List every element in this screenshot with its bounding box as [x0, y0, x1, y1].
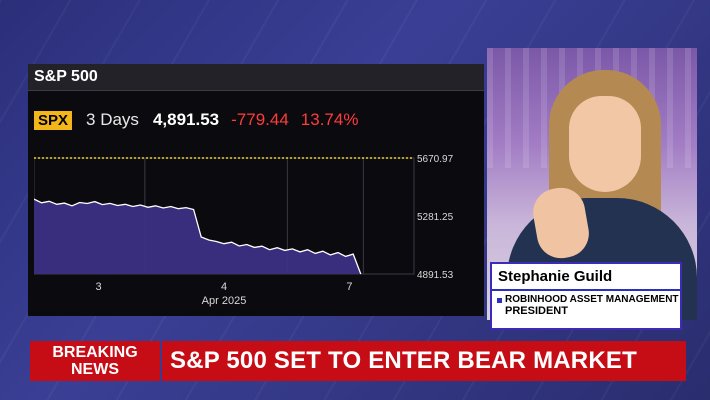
guest-title: PRESIDENT [505, 305, 568, 317]
last-price: 4,891.53 [152, 110, 220, 129]
y-tick-label: 4891.53 [417, 270, 454, 281]
x-tick-label: 4 [221, 281, 227, 293]
chart-panel: S&P 500 SPX 3 Days 4,891.53 -779.44 13.7… [28, 64, 484, 316]
name-plate-rule [492, 289, 680, 291]
y-tick-label: 5281.25 [417, 212, 454, 223]
price-line [33, 198, 362, 275]
price-chart-svg: 5670.97 5281.25 4891.53 3 4 7 Apr 2025 [33, 154, 454, 307]
y-tick-label: 5670.97 [417, 154, 454, 165]
guest-face [569, 96, 641, 192]
breaking-news-badge: BREAKING NEWS [30, 341, 160, 381]
x-tick-label: 7 [346, 281, 352, 293]
percent-change: 13.74% [300, 110, 359, 129]
ticker-badge: SPX [34, 110, 73, 130]
period-label: 3 Days [86, 110, 139, 129]
news-label: NEWS [71, 361, 119, 378]
net-change: -779.44 [231, 110, 289, 129]
price-chart: 5670.97 5281.25 4891.53 3 4 7 Apr 2025 [33, 154, 478, 314]
quote-row: SPX 3 Days 4,891.53 -779.44 13.74% [34, 108, 476, 132]
breaking-label: BREAKING [52, 344, 138, 361]
chart-title: S&P 500 [28, 64, 484, 91]
bullet-icon [497, 298, 502, 303]
guest-organization: ROBINHOOD ASSET MANAGEMENT [505, 294, 679, 305]
x-axis-sublabel: Apr 2025 [202, 295, 247, 307]
guest-name: Stephanie Guild [498, 268, 613, 285]
x-tick-label: 3 [96, 281, 102, 293]
price-area [34, 199, 361, 274]
headline-banner: S&P 500 SET TO ENTER BEAR MARKET [162, 341, 686, 381]
name-plate: Stephanie Guild ROBINHOOD ASSET MANAGEME… [490, 262, 682, 330]
guest-affiliation: ROBINHOOD ASSET MANAGEMENT PRESIDENT [492, 294, 680, 317]
